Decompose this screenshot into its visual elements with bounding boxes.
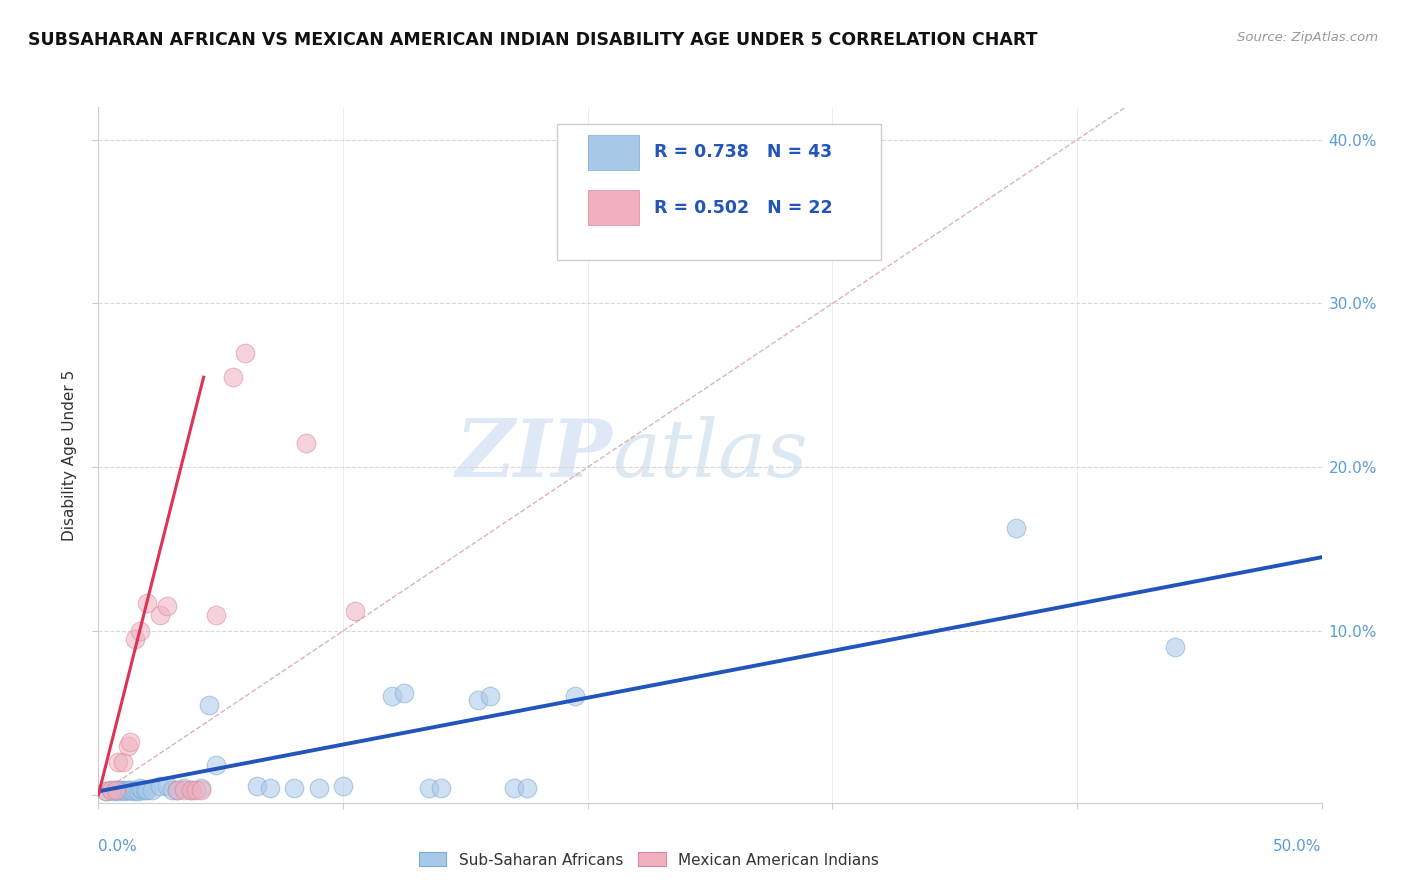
Point: [117, 739, 139, 753]
Point: [111, 755, 134, 769]
Point: [1164, 640, 1187, 655]
Text: 50.0%: 50.0%: [1274, 838, 1322, 854]
Point: [515, 780, 537, 795]
FancyBboxPatch shape: [557, 124, 882, 260]
Point: [467, 692, 489, 706]
Point: [1004, 521, 1026, 535]
Point: [110, 782, 132, 797]
Text: R = 0.738   N = 43: R = 0.738 N = 43: [654, 143, 832, 161]
Point: [100, 782, 122, 797]
Point: [295, 435, 318, 450]
Point: [107, 784, 129, 798]
Bar: [588, 190, 640, 226]
Point: [94, 784, 117, 798]
Point: [190, 782, 212, 797]
Point: [478, 690, 501, 704]
Point: [156, 780, 179, 794]
Point: [117, 782, 139, 797]
Point: [180, 782, 202, 797]
Point: [259, 780, 281, 795]
Point: [233, 345, 256, 359]
Point: [100, 782, 122, 797]
Legend: Sub-Saharan Africans, Mexican American Indians: Sub-Saharan Africans, Mexican American I…: [411, 845, 887, 875]
Point: [205, 758, 228, 772]
Text: SUBSAHARAN AFRICAN VS MEXICAN AMERICAN INDIAN DISABILITY AGE UNDER 5 CORRELATION: SUBSAHARAN AFRICAN VS MEXICAN AMERICAN I…: [28, 31, 1038, 49]
Point: [246, 780, 269, 794]
Point: [418, 780, 440, 795]
Point: [104, 782, 127, 797]
Point: [381, 690, 404, 704]
Point: [149, 607, 172, 622]
Point: [121, 784, 143, 798]
Point: [308, 780, 330, 795]
Point: [222, 370, 245, 384]
Point: [166, 782, 188, 797]
Point: [124, 632, 146, 646]
Point: [186, 782, 208, 797]
Point: [180, 782, 202, 797]
Point: [94, 784, 117, 798]
Point: [129, 780, 152, 795]
Text: R = 0.502   N = 22: R = 0.502 N = 22: [654, 199, 832, 217]
Y-axis label: Disability Age Under 5: Disability Age Under 5: [62, 369, 77, 541]
Text: atlas: atlas: [612, 417, 807, 493]
Point: [149, 780, 172, 794]
Point: [131, 782, 153, 797]
Point: [173, 782, 195, 797]
Point: [430, 780, 453, 795]
Point: [190, 780, 212, 795]
Point: [114, 784, 136, 798]
Point: [205, 607, 228, 622]
Point: [344, 604, 367, 618]
Point: [124, 782, 146, 797]
Point: [392, 686, 416, 700]
Point: [107, 755, 129, 769]
Text: ZIP: ZIP: [456, 417, 612, 493]
Point: [111, 782, 134, 797]
Point: [141, 782, 163, 797]
Text: Source: ZipAtlas.com: Source: ZipAtlas.com: [1237, 31, 1378, 45]
Point: [166, 782, 188, 797]
Point: [129, 624, 152, 638]
Bar: [588, 135, 640, 169]
Point: [283, 780, 305, 795]
Point: [134, 782, 156, 797]
Point: [564, 690, 586, 704]
Point: [104, 782, 127, 797]
Text: 0.0%: 0.0%: [98, 838, 138, 854]
Point: [197, 698, 219, 712]
Point: [136, 782, 159, 797]
Point: [136, 596, 159, 610]
Point: [120, 782, 142, 797]
Point: [127, 784, 149, 798]
Point: [120, 735, 142, 749]
Point: [160, 782, 183, 797]
Point: [173, 780, 195, 795]
Point: [503, 780, 526, 795]
Point: [332, 780, 354, 794]
Point: [101, 784, 124, 798]
Point: [156, 599, 179, 614]
